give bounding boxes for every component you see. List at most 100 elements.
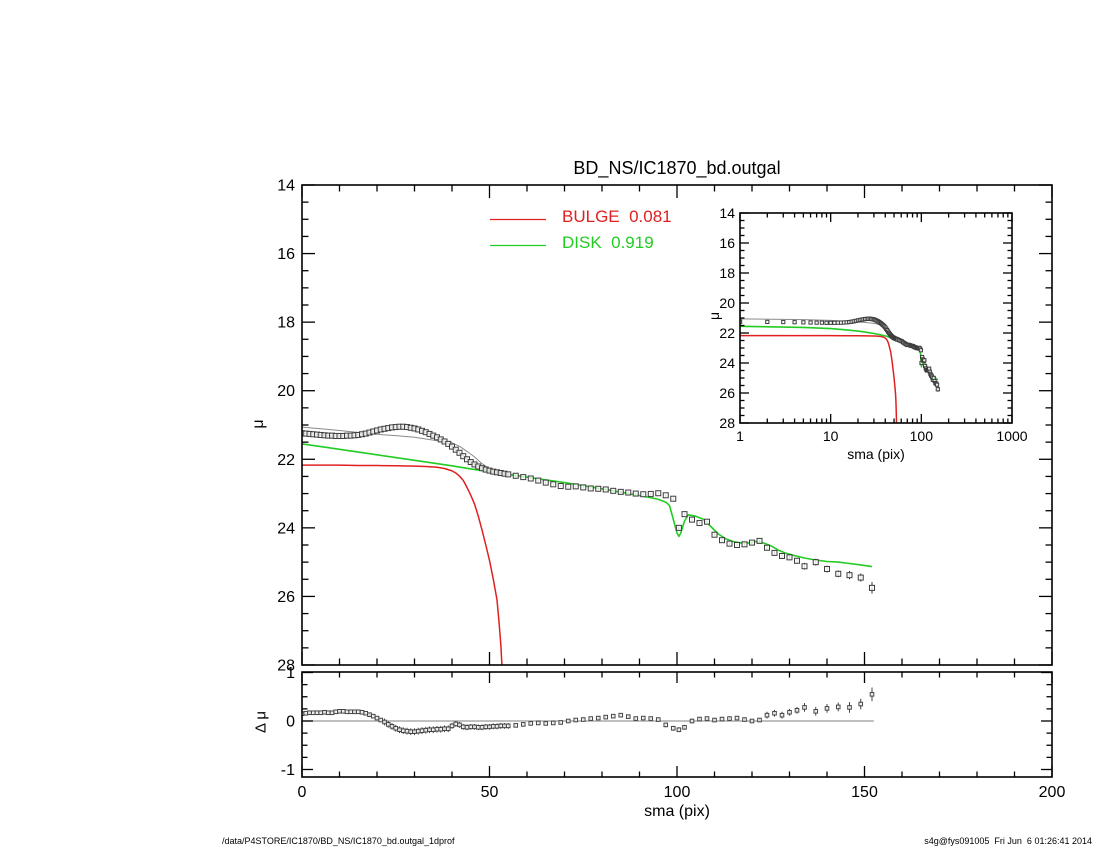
data-point xyxy=(846,572,853,579)
data-point xyxy=(580,484,587,491)
residual-panel-data xyxy=(302,687,875,736)
tick-label: 24 xyxy=(277,520,295,537)
observed-error-bars xyxy=(302,426,873,594)
data-point xyxy=(490,724,496,729)
data-point xyxy=(382,719,387,725)
tick-label: 150 xyxy=(851,784,878,801)
data-point xyxy=(460,453,467,460)
data-point xyxy=(726,540,733,547)
tick-label: 1000 xyxy=(996,428,1027,444)
data-point xyxy=(781,319,786,325)
chart-title: BD_NS/IC1870_bd.outgal xyxy=(573,158,781,178)
tick-label: 200 xyxy=(1039,784,1066,801)
data-point xyxy=(370,713,376,719)
data-point xyxy=(779,712,785,718)
main-panel-data xyxy=(302,423,875,665)
data-point xyxy=(749,539,755,546)
tick-label: 22 xyxy=(719,325,735,341)
data-point xyxy=(412,729,417,734)
data-point xyxy=(344,709,350,715)
data-point xyxy=(400,728,406,734)
data-point xyxy=(632,490,639,497)
data-point xyxy=(452,446,459,453)
tick-label: 1 xyxy=(286,665,295,682)
data-point xyxy=(602,486,609,493)
data-point xyxy=(835,704,841,710)
bulge-line xyxy=(740,334,898,423)
data-point xyxy=(427,727,432,733)
data-point xyxy=(869,584,875,591)
data-point xyxy=(801,320,806,325)
data-point xyxy=(697,716,702,722)
data-point xyxy=(318,710,324,716)
data-point xyxy=(442,726,447,732)
data-point xyxy=(453,721,459,727)
observed-points xyxy=(302,423,875,591)
data-point xyxy=(640,715,646,721)
bulge-line xyxy=(302,464,503,665)
data-point xyxy=(801,563,808,570)
legend-bulge-label: BULGE 0.081 xyxy=(562,207,672,226)
data-point xyxy=(314,710,320,716)
data-point xyxy=(727,716,732,721)
tick-label: -1 xyxy=(281,762,295,779)
data-point xyxy=(535,477,542,484)
data-point xyxy=(869,692,875,697)
data-point xyxy=(828,320,833,325)
data-point xyxy=(922,358,927,363)
data-point xyxy=(610,487,617,494)
disk-line xyxy=(302,443,873,568)
data-point xyxy=(483,724,489,730)
inset-panel-data xyxy=(740,316,940,423)
data-point xyxy=(670,495,677,502)
tick-label: 14 xyxy=(719,205,735,221)
data-point xyxy=(858,701,864,707)
inset-x-axis-label: sma (pix) xyxy=(847,446,905,462)
data-point xyxy=(520,474,527,481)
tick-label: 28 xyxy=(719,415,735,431)
data-point xyxy=(487,724,492,730)
data-point xyxy=(794,557,800,564)
data-point xyxy=(438,726,444,732)
data-point xyxy=(741,541,748,548)
data-point xyxy=(595,715,601,721)
data-point xyxy=(408,729,414,734)
data-point xyxy=(513,723,519,728)
data-point xyxy=(689,516,695,523)
data-point xyxy=(824,566,830,572)
data-point xyxy=(558,720,564,725)
data-point xyxy=(712,717,717,723)
data-point xyxy=(445,726,451,732)
tick-label: 16 xyxy=(277,246,295,263)
tick-label: 28 xyxy=(277,658,295,675)
data-point xyxy=(676,727,682,733)
main-panel: 14 16 18 20 22 24 26 28 xyxy=(277,178,1053,675)
data-point xyxy=(325,710,331,716)
data-point xyxy=(689,718,695,724)
data-point xyxy=(756,537,763,544)
data-point xyxy=(348,709,354,715)
data-point xyxy=(502,723,507,729)
data-point xyxy=(322,709,327,715)
data-point xyxy=(475,725,481,730)
tick-label: 24 xyxy=(719,355,735,371)
data-point xyxy=(550,481,557,488)
data-point xyxy=(543,721,549,726)
tick-label: 14 xyxy=(277,178,295,195)
data-point xyxy=(464,725,470,730)
legend xyxy=(490,218,546,247)
data-point xyxy=(813,709,819,714)
data-point xyxy=(378,717,384,723)
data-point xyxy=(340,709,346,714)
data-point xyxy=(857,574,864,581)
data-point xyxy=(847,705,852,710)
data-point xyxy=(787,709,792,715)
data-point xyxy=(397,727,402,733)
tick-label: 16 xyxy=(719,235,735,251)
tick-label: 18 xyxy=(277,315,295,332)
data-point xyxy=(719,716,725,722)
data-point xyxy=(374,715,380,721)
tick-label: 0 xyxy=(298,784,307,801)
